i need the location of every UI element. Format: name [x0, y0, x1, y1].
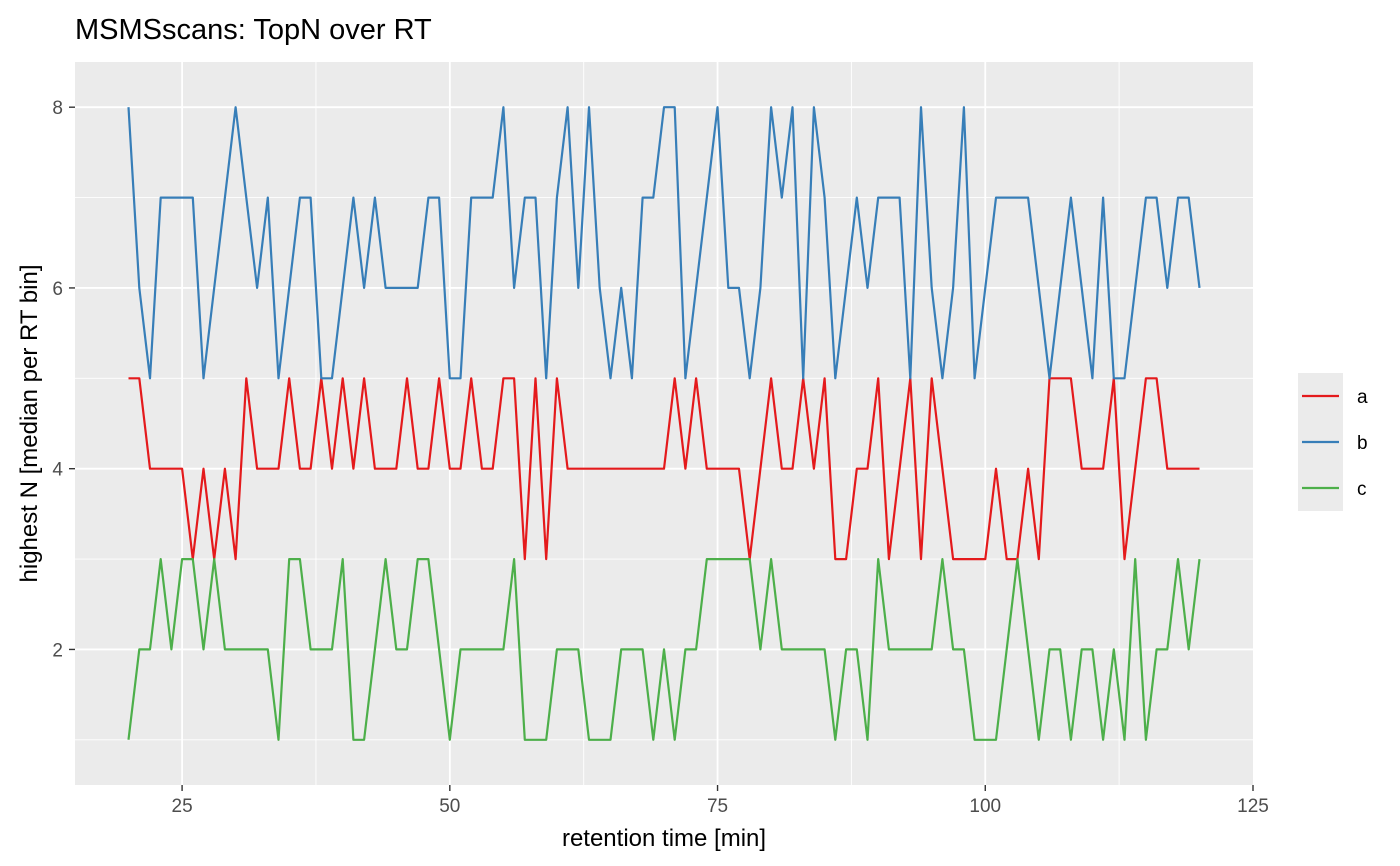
x-axis-ticks: 25 50 75 100 125	[172, 785, 1269, 817]
series-line-a	[128, 377, 1200, 561]
x-axis-title: retention time [min]	[562, 825, 766, 852]
y-axis-title: highest N [median per RT bin]	[16, 265, 43, 583]
y-tick-label: 6	[52, 279, 63, 300]
series-line-b	[127, 106, 1201, 380]
x-tick-label: 25	[172, 796, 193, 817]
y-tick-label: 2	[52, 640, 63, 661]
y-axis-ticks: 2 4 6 8	[52, 98, 75, 661]
legend: a b c	[1298, 373, 1368, 511]
x-tick-label: 50	[439, 796, 460, 817]
legend-label-a: a	[1357, 387, 1368, 408]
series-line-c	[127, 557, 1201, 741]
legend-label-b: b	[1357, 433, 1368, 454]
series-layer	[127, 106, 1201, 741]
x-tick-label: 125	[1237, 796, 1269, 817]
x-tick-label: 75	[707, 796, 728, 817]
y-tick-label: 8	[52, 98, 63, 119]
y-tick-label: 4	[52, 460, 63, 481]
plot-panel	[75, 62, 1253, 785]
legend-label-c: c	[1357, 479, 1367, 500]
chart-title: MSMSscans: TopN over RT	[75, 14, 432, 46]
x-tick-label: 100	[969, 796, 1001, 817]
